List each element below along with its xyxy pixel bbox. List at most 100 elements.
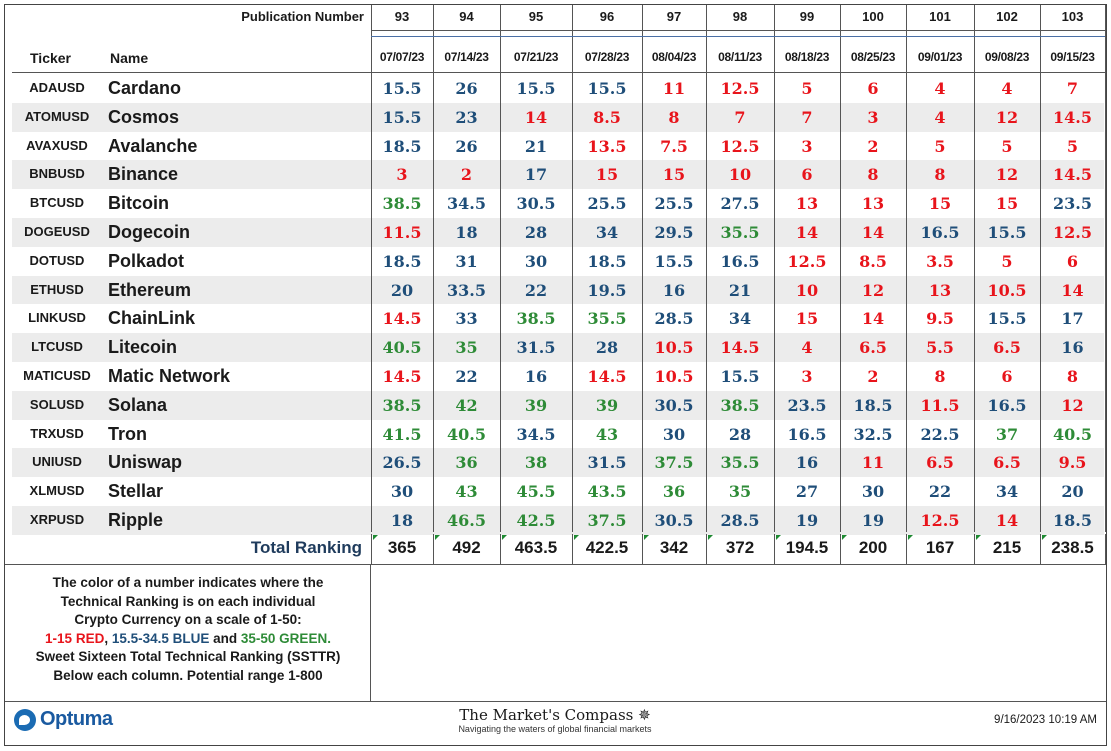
ticker-symbol: UNIUSD	[32, 454, 82, 470]
crypto-name: Polkadot	[108, 250, 185, 271]
ranking-value: 39	[595, 395, 619, 415]
cell-flag-marker	[976, 535, 981, 540]
ranking-value: 17	[1061, 309, 1084, 329]
ranking-value: 20	[390, 280, 414, 300]
ranking-value: 6	[1001, 367, 1013, 386]
column-divider	[706, 5, 707, 532]
optuma-logo-text: Optuma	[40, 708, 113, 730]
ranking-value: 12	[861, 280, 885, 300]
legend-line: Below each column. Potential range 1-800	[53, 667, 323, 683]
publication-date: 07/28/23	[584, 50, 630, 64]
publication-date: 08/11/23	[718, 50, 762, 64]
ranking-value: 18.5	[587, 251, 627, 271]
ranking-value: 10	[795, 280, 819, 300]
ranking-value: 15.5	[987, 223, 1027, 242]
column-divider	[500, 5, 501, 532]
table-row-background	[12, 506, 1104, 535]
ranking-value: 38.5	[516, 309, 556, 329]
ranking-value: 7	[734, 107, 746, 127]
ranking-value: 28	[595, 338, 619, 358]
ticker-symbol: BNBUSD	[29, 166, 85, 182]
publication-date: 09/01/23	[917, 50, 963, 64]
ranking-value: 18.5	[1053, 511, 1092, 530]
publication-number: 100	[862, 9, 884, 24]
column-divider	[706, 534, 707, 564]
section-divider	[5, 701, 1106, 702]
ticker-symbol: MATICUSD	[23, 368, 91, 383]
ranking-value: 35.5	[587, 309, 627, 329]
ranking-value: 43.5	[587, 482, 627, 502]
ranking-value: 26	[455, 79, 478, 98]
ranking-value: 41.5	[382, 424, 422, 444]
ranking-value: 26.5	[382, 453, 422, 473]
publication-number: 97	[666, 9, 682, 24]
cell-flag-marker	[373, 535, 378, 540]
ranking-value: 12.5	[1053, 223, 1092, 242]
ticker-symbol: AVAXUSD	[26, 137, 88, 153]
column-divider	[774, 534, 775, 564]
ranking-value: 31.5	[516, 338, 556, 358]
ranking-value: 19	[795, 511, 819, 530]
legend-separator: ,	[104, 630, 112, 646]
column-divider	[774, 5, 775, 532]
total-ranking-value: 463.5	[514, 538, 558, 557]
table-row-background	[12, 160, 1104, 190]
column-divider	[500, 534, 501, 564]
publication-date: 08/18/23	[784, 50, 830, 64]
ranking-value: 15	[928, 194, 952, 214]
ranking-value: 6.5	[993, 338, 1021, 358]
section-divider	[5, 564, 1106, 565]
ranking-value: 8.5	[593, 107, 621, 127]
ranking-value: 3	[801, 136, 813, 156]
ranking-value: 30	[524, 251, 548, 271]
ranking-value: 5.5	[926, 338, 954, 358]
ranking-value: 45.5	[516, 482, 556, 502]
ranking-value: 14	[524, 107, 548, 127]
ranking-value: 28.5	[654, 309, 694, 329]
ranking-value: 14.5	[382, 309, 422, 329]
ranking-value: 18.5	[382, 251, 422, 271]
column-divider	[433, 534, 434, 564]
ranking-value: 6.5	[859, 338, 887, 358]
ranking-value: 14.5	[720, 338, 760, 358]
ticker-symbol: DOTUSD	[29, 252, 85, 268]
ranking-value: 15	[995, 194, 1019, 214]
crypto-name: Cosmos	[108, 106, 180, 127]
column-divider	[840, 534, 841, 564]
ranking-value: 37	[995, 424, 1019, 444]
publication-date: 07/21/23	[513, 50, 559, 64]
legend-line: The color of a number indicates where th…	[52, 575, 324, 590]
ranking-value: 5	[1001, 251, 1013, 271]
crypto-name: Matic Network	[108, 366, 231, 386]
ranking-value: 25.5	[654, 194, 694, 214]
crypto-name: Avalanche	[108, 135, 198, 156]
ranking-value: 6	[801, 165, 813, 185]
ranking-value: 11	[662, 79, 686, 98]
ranking-value: 16	[1061, 338, 1084, 358]
column-divider	[974, 534, 975, 564]
ranking-value: 33.5	[447, 280, 486, 300]
legend-red-range: 1-15 RED	[45, 630, 105, 646]
ranking-value: 19.5	[587, 280, 627, 300]
ranking-value: 12.5	[720, 136, 760, 156]
column-divider	[371, 5, 372, 532]
ranking-value: 14.5	[382, 367, 422, 386]
crypto-name: Stellar	[108, 481, 164, 502]
ranking-value: 31.5	[587, 453, 627, 473]
ranking-value: 43	[455, 482, 478, 502]
ranking-value: 6.5	[993, 453, 1021, 473]
cell-flag-marker	[708, 535, 713, 540]
ranking-value: 18.5	[382, 136, 422, 156]
ranking-value: 3	[867, 107, 879, 127]
ranking-value: 5	[1066, 136, 1079, 156]
ranking-value: 5	[934, 136, 946, 156]
ranking-value: 13	[795, 194, 819, 214]
ranking-value: 34	[728, 309, 752, 329]
ranking-value: 10	[728, 165, 752, 185]
ranking-value: 11.5	[382, 223, 422, 242]
ranking-value: 14	[861, 309, 885, 329]
ranking-value: 13.5	[587, 136, 627, 156]
ranking-value: 15.5	[587, 79, 627, 98]
table-row-background	[12, 102, 1104, 132]
ranking-value: 14	[795, 223, 819, 242]
